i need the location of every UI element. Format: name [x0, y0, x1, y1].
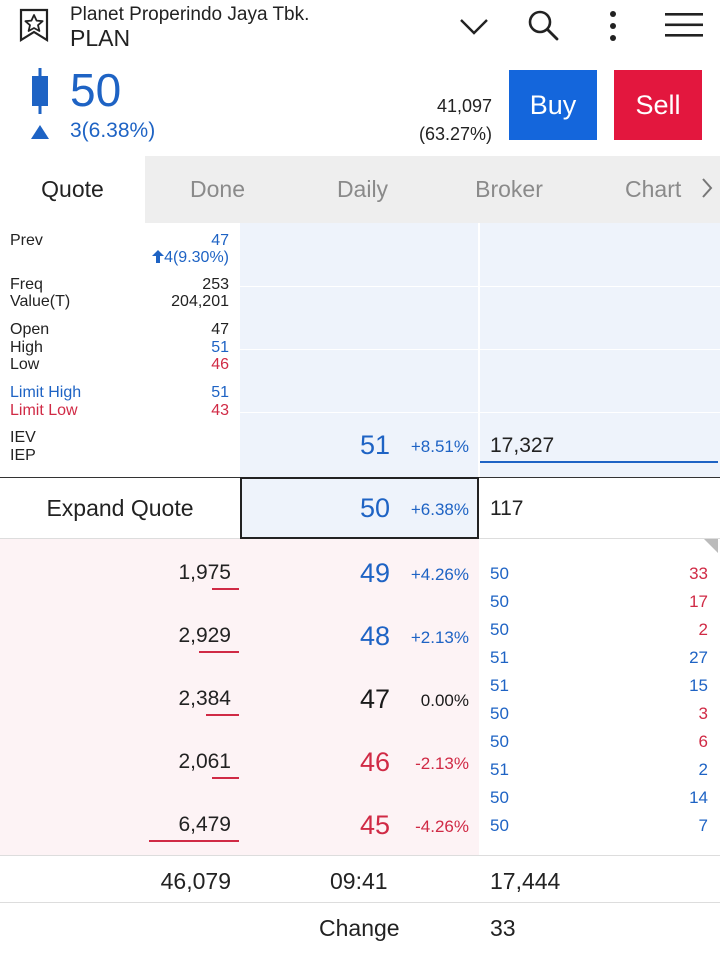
freq-label: Freq: [10, 276, 43, 293]
prev-value: 47: [211, 232, 229, 249]
trade-price: 51: [490, 676, 509, 695]
search-icon[interactable]: [526, 8, 560, 42]
trade-price: 50: [490, 592, 509, 611]
trade-zone: [479, 539, 720, 855]
prev-change: 4(9.30%): [152, 249, 229, 266]
bid-lot[interactable]: 6,479: [178, 813, 231, 836]
trade-price: 50: [490, 788, 509, 807]
trade-price: 50: [490, 704, 509, 723]
up-arrow-icon: [152, 250, 165, 263]
buy-button[interactable]: Buy: [509, 70, 597, 140]
bid-price[interactable]: 49: [359, 558, 390, 588]
trade-price: 50: [490, 732, 509, 751]
trade-lot: 2: [698, 760, 708, 779]
bid-price[interactable]: 46: [359, 747, 390, 777]
tab-broker[interactable]: Broker: [475, 176, 543, 202]
open-label: Open: [10, 321, 50, 338]
bid-percent: 0.00%: [420, 691, 469, 710]
bid-lot[interactable]: 2,061: [178, 750, 231, 773]
value-value: 204,201: [171, 293, 229, 310]
trade-price: 50: [490, 620, 509, 639]
iep-label: IEP: [10, 447, 36, 464]
freq-value: 253: [202, 276, 229, 293]
tab-quote[interactable]: Quote: [0, 156, 145, 223]
bid-price[interactable]: 48: [359, 621, 390, 651]
company-name: Planet Properindo Jaya Tbk.: [70, 4, 310, 25]
bid-lot[interactable]: 1,975: [178, 561, 231, 584]
volume-percent: (63.27%): [418, 124, 492, 144]
last-price: 50: [70, 64, 122, 116]
tab-done[interactable]: Done: [190, 176, 245, 202]
limit-low-value: 43: [211, 402, 229, 419]
bid-percent: -4.26%: [415, 817, 469, 836]
trade-price: 51: [490, 760, 509, 779]
expand-quote-button[interactable]: Expand Quote: [46, 494, 194, 521]
chevron-right-icon[interactable]: [700, 177, 714, 199]
bid-lot[interactable]: 2,929: [178, 624, 231, 647]
offer-percent: +8.51%: [410, 437, 469, 456]
more-vertical-icon[interactable]: [606, 10, 620, 42]
bid-percent: +4.26%: [410, 565, 469, 584]
menu-icon[interactable]: [665, 12, 703, 38]
trade-price: 51: [490, 648, 509, 667]
trade-lot: 17: [689, 592, 708, 611]
trade-lot: 2: [698, 620, 708, 639]
current-price-box: [240, 477, 479, 539]
trade-lot: 15: [689, 676, 708, 695]
sell-button[interactable]: Sell: [614, 70, 702, 140]
bid-zone: [0, 539, 479, 855]
high-value: 51: [211, 339, 229, 356]
trade-price: 50: [490, 816, 509, 835]
tab-bar: Quote Done Daily Broker Chart: [0, 156, 720, 223]
bid-percent: -2.13%: [415, 754, 469, 773]
value-label: Value(T): [10, 293, 71, 310]
app-header: Planet Properindo Jaya Tbk. PLAN: [0, 0, 720, 56]
corner-indicator-icon: [704, 539, 718, 553]
trade-lot: 3: [698, 704, 708, 723]
ticker-symbol: PLAN: [70, 25, 131, 51]
low-value: 46: [211, 356, 229, 373]
current-percent: +6.38%: [410, 500, 469, 519]
totals-row: [0, 855, 720, 903]
current-price[interactable]: 50: [359, 493, 390, 523]
volume: 41,097: [436, 96, 492, 116]
chevron-down-icon[interactable]: [458, 14, 490, 38]
bid-price[interactable]: 47: [359, 684, 390, 714]
trade-lot: 7: [698, 816, 708, 835]
trade-lot: 33: [689, 564, 708, 583]
trade-lot: 27: [689, 648, 708, 667]
iev-label: IEV: [10, 429, 36, 446]
bid-lot[interactable]: 2,384: [178, 687, 231, 710]
low-label: Low: [10, 356, 40, 373]
offer-price[interactable]: 51: [359, 430, 390, 460]
change-label: Change: [319, 915, 400, 941]
candle-icon: [32, 68, 48, 114]
open-value: 47: [211, 321, 229, 338]
offer-zone: [240, 223, 720, 477]
tab-daily[interactable]: Daily: [336, 176, 389, 202]
current-lot[interactable]: 117: [490, 497, 524, 520]
tab-chart[interactable]: Chart: [625, 176, 682, 202]
high-label: High: [10, 339, 43, 356]
change-value: 33: [490, 915, 516, 941]
trade-lot: 6: [698, 732, 708, 751]
trade-lot: 14: [689, 788, 708, 807]
star-icon[interactable]: [19, 8, 49, 42]
limit-high-value: 51: [211, 384, 229, 401]
offer-total: 17,444: [490, 868, 561, 894]
price-change: 3(6.38%): [70, 119, 156, 142]
bid-total: 46,079: [160, 868, 231, 894]
limit-low-label: Limit Low: [10, 402, 78, 419]
offer-lot[interactable]: 17,327: [490, 434, 555, 457]
last-update-time: 09:41: [330, 868, 388, 894]
trade-price: 50: [490, 564, 509, 583]
bid-percent: +2.13%: [410, 628, 469, 647]
bid-price[interactable]: 45: [359, 810, 390, 840]
up-triangle-icon: [31, 125, 49, 139]
limit-high-label: Limit High: [10, 384, 82, 401]
prev-label: Prev: [10, 232, 43, 249]
